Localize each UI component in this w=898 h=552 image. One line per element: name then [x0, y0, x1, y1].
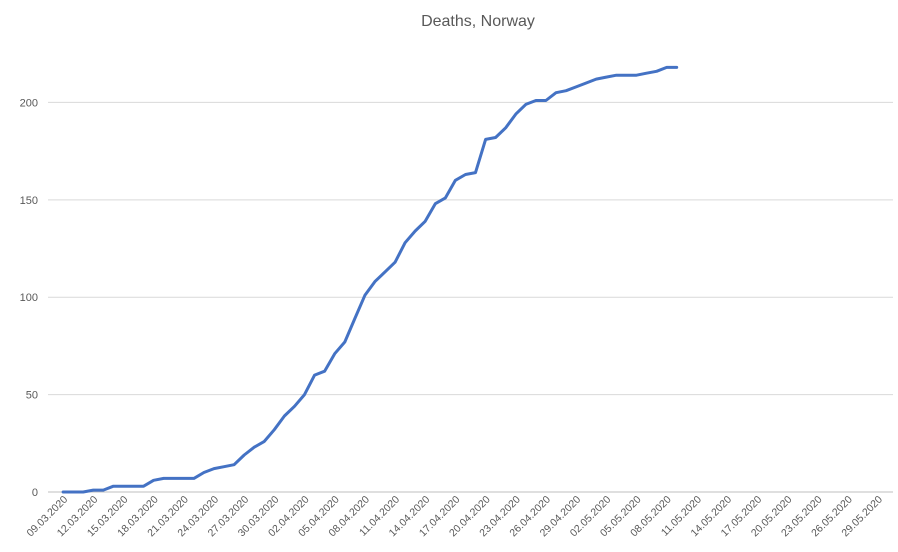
- y-tick-label: 100: [20, 292, 38, 304]
- y-tick-label: 0: [32, 487, 38, 499]
- y-axis-ticks: 0 50 100 150 200: [20, 97, 38, 499]
- chart-title: Deaths, Norway: [421, 13, 535, 30]
- y-tick-label: 50: [26, 390, 38, 402]
- x-axis-ticks: 09.03.202012.03.202015.03.202018.03.2020…: [25, 494, 886, 540]
- series-line: [61, 65, 679, 494]
- series-layer: [61, 65, 679, 494]
- y-tick-label: 150: [20, 195, 38, 207]
- y-tick-label: 200: [20, 97, 38, 109]
- gridlines: [48, 101, 893, 396]
